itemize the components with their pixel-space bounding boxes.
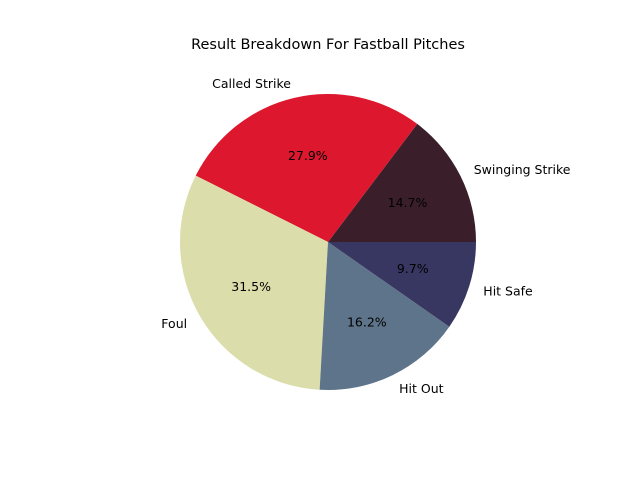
slice-percent-hit-out: 16.2% [347,314,387,329]
pie-slice-hit-safe [328,242,476,327]
pie-slice-swinging-strike [328,123,476,242]
slice-percent-foul: 31.5% [231,279,271,294]
pie-slices [180,93,476,390]
pie-slice-foul [180,175,328,390]
pie-slice-called-strike [195,93,418,242]
slice-label-called-strike: Called Strike [212,76,291,91]
slice-label-foul: Foul [161,316,187,331]
slice-label-swinging-strike: Swinging Strike [474,162,571,177]
slice-percent-hit-safe: 9.7% [397,261,429,276]
slice-label-hit-out: Hit Out [399,381,444,396]
slice-percent-called-strike: 27.9% [288,148,328,163]
chart-title: Result Breakdown For Fastball Pitches [191,37,465,53]
slice-label-hit-safe: Hit Safe [483,283,533,298]
pie-labels: Swinging Strike 14.7% Called Strike 27.9% Fo… [161,76,570,396]
slice-percent-swinging-strike: 14.7% [388,195,428,210]
pie-slice-hit-out [319,242,450,390]
